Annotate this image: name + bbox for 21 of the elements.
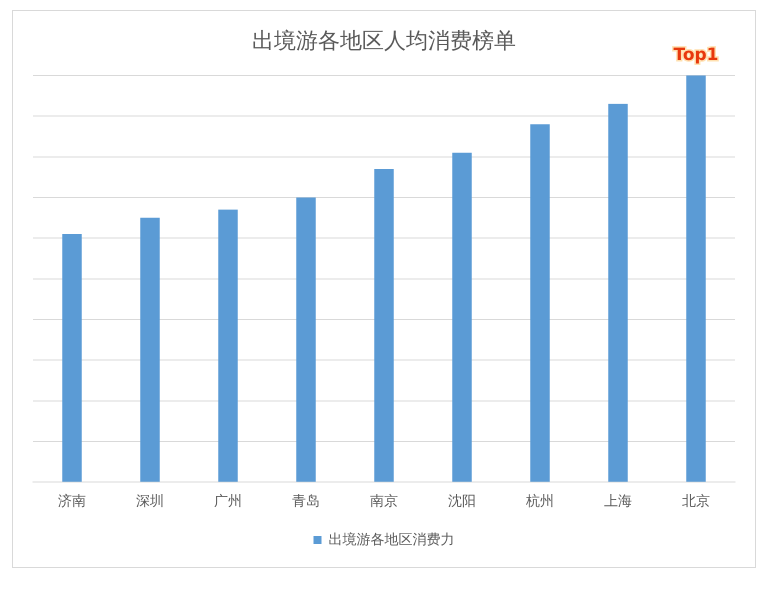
bar — [374, 168, 394, 482]
bar — [140, 218, 160, 482]
bar — [452, 152, 472, 482]
x-tick-label: 杭州 — [525, 492, 554, 508]
x-tick-label: 上海 — [604, 492, 632, 508]
bar — [296, 197, 316, 482]
bar — [530, 124, 550, 482]
x-tick-label: 深圳 — [136, 492, 164, 508]
x-tick-label: 沈阳 — [448, 492, 476, 508]
chart-title: 出境游各地区人均消费榜单 — [252, 28, 516, 54]
bar — [62, 234, 82, 482]
x-tick-label: 北京 — [682, 492, 710, 508]
x-tick-label: 广州 — [214, 492, 242, 508]
bar — [218, 210, 238, 482]
x-tick-label: 南京 — [370, 492, 398, 508]
legend-label: 出境游各地区消费力 — [328, 530, 454, 547]
x-tick-label: 青岛 — [292, 492, 320, 508]
bar — [608, 104, 628, 482]
annotation: Top1 — [673, 44, 719, 65]
bar — [686, 75, 706, 482]
x-tick-label: 济南 — [58, 492, 86, 508]
